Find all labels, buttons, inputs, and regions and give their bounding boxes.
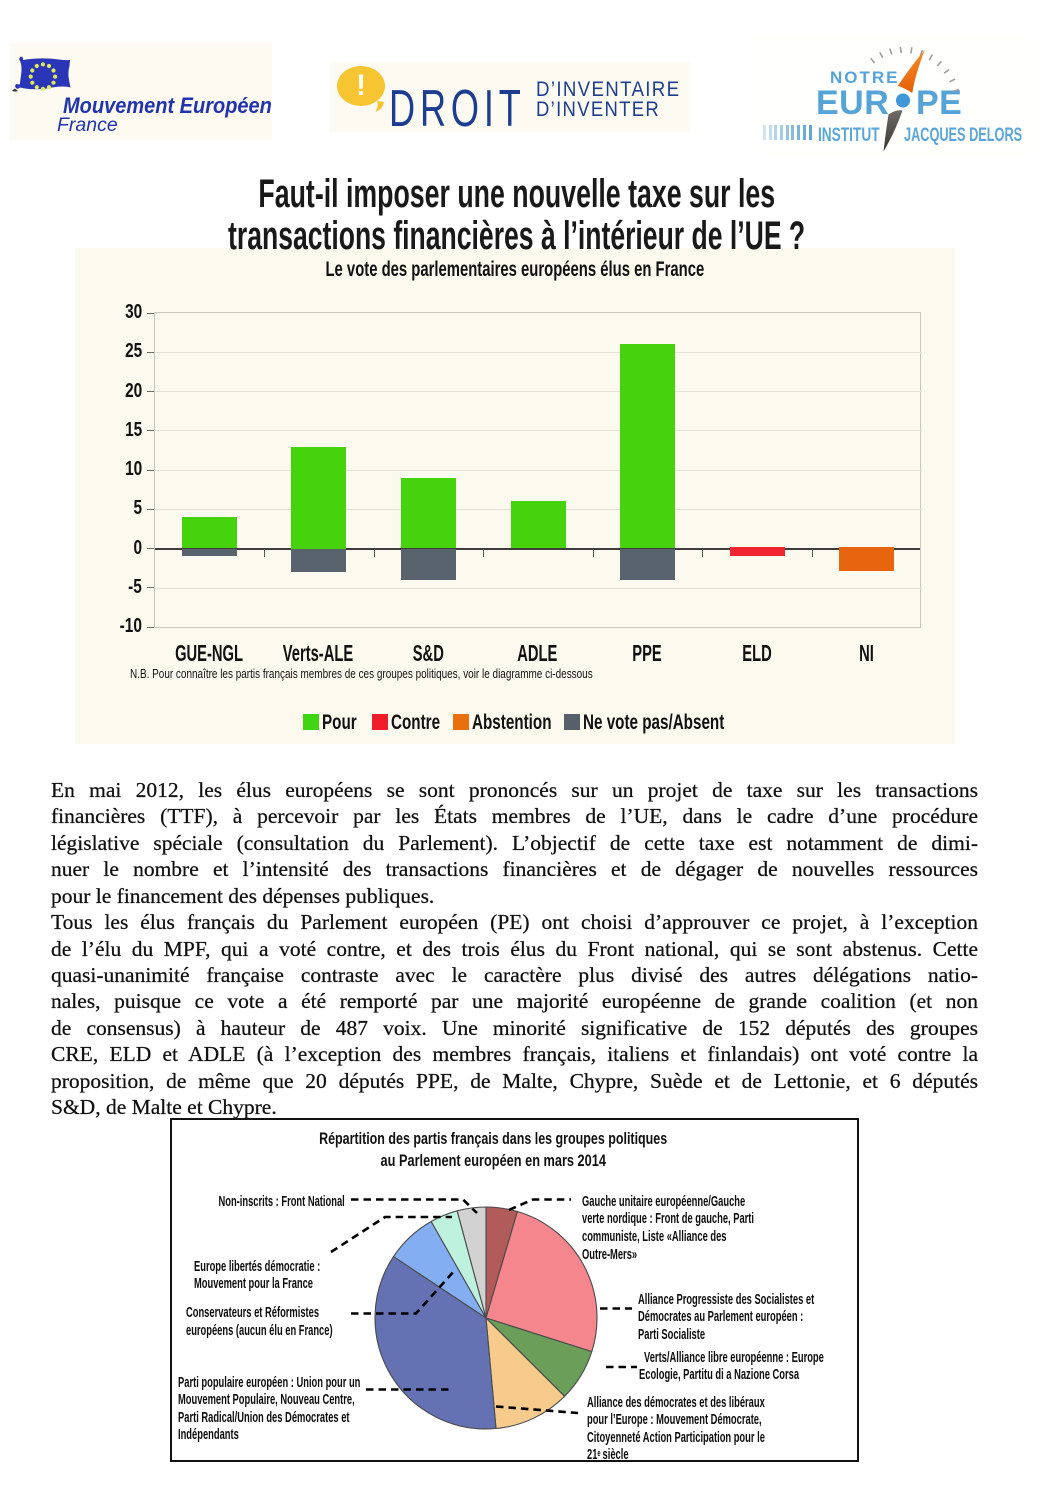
svg-text:!: !	[356, 69, 366, 102]
